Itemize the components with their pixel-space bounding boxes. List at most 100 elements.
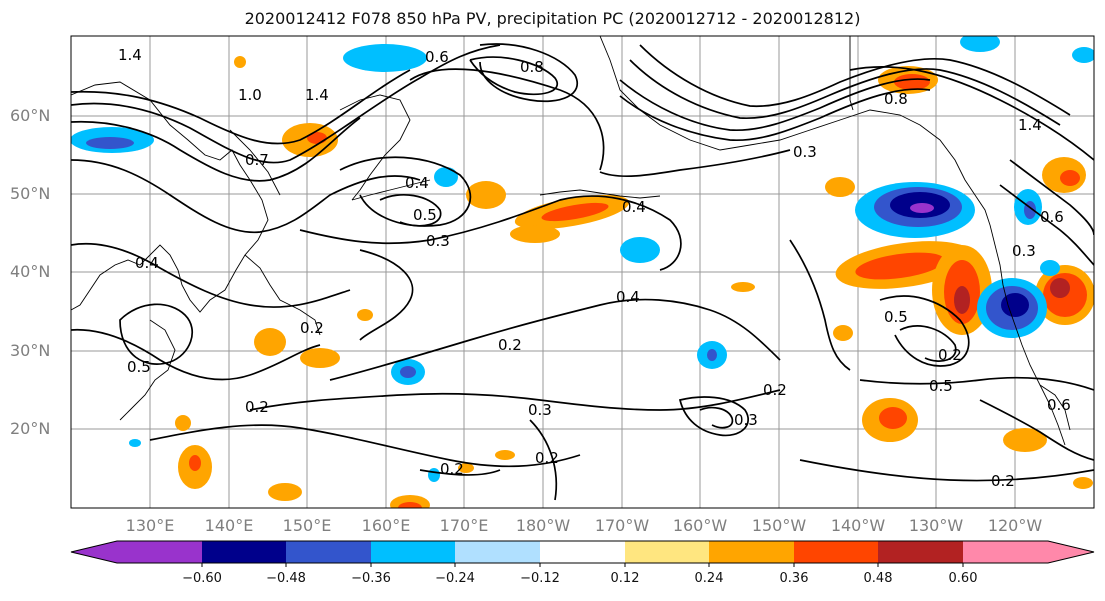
contour-line [479,43,578,103]
contour-line [979,399,1094,461]
lon-label-160w: 160°W [672,516,728,535]
colorbar-bin [117,541,202,563]
contour-label: 0.3 [793,143,817,161]
precip-blob [1073,477,1093,489]
contour-label: 0.2 [300,319,324,337]
contour-label: 0.2 [498,336,522,354]
contour-label: 0.4 [616,288,640,306]
contour-label: 0.4 [622,198,646,216]
colorbar-extend-max [1048,541,1094,563]
lon-label-130e: 130°E [125,516,175,535]
lat-label-40n: 40°N [10,262,51,281]
contour-line [359,249,414,341]
coastline-china [119,319,176,421]
lat-label-20n: 20°N [10,419,51,438]
colorbar-tick-label: 0.12 [610,571,640,586]
lon-label-180w: 180°W [515,516,571,535]
precip-blob [954,286,970,314]
contour-label: 0.8 [884,90,908,108]
contour-line [149,424,581,468]
precip-blob [189,455,201,471]
lat-label-60n: 60°N [10,106,51,125]
precip-blob [357,309,373,321]
precip-blob [620,237,660,263]
precip-blob [466,181,506,209]
colorbar-outline [70,540,1095,564]
colorbar-tick-label: −0.36 [351,571,391,586]
precip-blob [343,44,427,72]
contour-line [71,117,361,182]
precip-blob [434,167,458,187]
colorbar-extend-min [71,541,117,563]
precip-negative-shading [71,36,1094,482]
colorbar-tick-label: 0.48 [863,571,893,586]
coastline-kuril [351,179,431,201]
colorbar-tick-label: −0.60 [182,571,222,586]
precip-blob [707,349,717,361]
contour-label: 0.6 [425,48,449,66]
lat-label-30n: 30°N [10,341,51,360]
pv-contours [71,43,1094,501]
lon-label-150w: 150°W [751,516,807,535]
precip-blob [400,366,416,378]
contour-line [529,419,558,501]
colorbar-bin [455,541,540,563]
precip-blob [300,348,340,368]
coastline-asia [71,81,269,313]
precip-blob [495,450,515,460]
contour-line [699,406,734,429]
contour-line [879,295,970,367]
colorbar-tick-label: 0.24 [694,571,724,586]
precip-blob [1050,278,1070,298]
precip-blob [1001,293,1029,317]
colorbar-bin [625,541,709,563]
colorbar [70,540,1095,567]
contour-line [799,459,1094,482]
contour-line [71,242,351,308]
colorbar-tick-label: 0.60 [948,571,978,586]
contour-line [678,396,749,437]
colorbar-bin [286,541,371,563]
colorbar-bin [202,541,286,563]
contour-line [629,59,1061,126]
precip-blob [129,439,141,447]
contour-label: 0.6 [1047,396,1071,414]
precip-blob [541,202,609,222]
contour-label: 0.5 [884,308,908,326]
precip-blob [458,463,474,473]
contour-label: 0.3 [528,401,552,419]
contour-label: 0.7 [245,151,269,169]
lon-label-170e: 170°E [439,516,489,535]
contour-line [789,239,851,371]
contour-label: 0.3 [426,232,450,250]
lat-label-50n: 50°N [10,184,51,203]
contour-label: 0.2 [991,472,1015,490]
contour-line [599,149,791,178]
precip-blob [833,325,853,341]
contour-line [71,328,321,381]
precip-blob [731,282,755,292]
contour-label: 0.5 [929,377,953,395]
lon-label-150e: 150°E [282,516,332,535]
contour-label: 1.4 [305,86,329,104]
map-title: 2020012412 F078 850 hPa PV, precipitatio… [244,9,861,28]
contour-line [409,68,605,171]
contour-label: 1.4 [1018,116,1042,134]
precip-blob [254,328,286,356]
colorbar-bin [540,541,625,563]
lon-label-170w: 170°W [594,516,650,535]
contour-line [249,389,781,411]
precip-blob [510,225,560,243]
contour-label: 0.2 [245,398,269,416]
contour-label: 0.8 [520,58,544,76]
contour-label: 0.4 [135,254,159,272]
contour-label: 1.0 [238,86,262,104]
contour-line [999,184,1094,266]
precip-blob [1072,47,1094,63]
precip-blob [855,252,945,280]
coastline-us-west [989,224,1066,446]
precip-blob [960,36,1000,52]
coastline-kamchatka [339,94,411,201]
contour-label: 0.3 [1012,242,1036,260]
